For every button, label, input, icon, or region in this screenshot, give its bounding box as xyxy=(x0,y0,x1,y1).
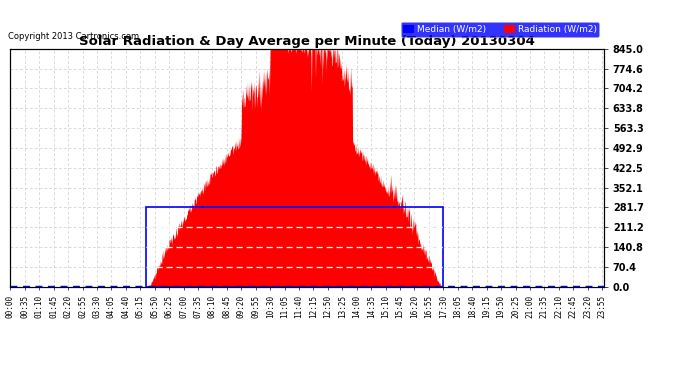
Bar xyxy=(146,207,444,287)
Legend: Median (W/m2), Radiation (W/m2): Median (W/m2), Radiation (W/m2) xyxy=(401,22,599,37)
Title: Solar Radiation & Day Average per Minute (Today) 20130304: Solar Radiation & Day Average per Minute… xyxy=(79,34,535,48)
Text: Copyright 2013 Cartronics.com: Copyright 2013 Cartronics.com xyxy=(8,32,139,41)
